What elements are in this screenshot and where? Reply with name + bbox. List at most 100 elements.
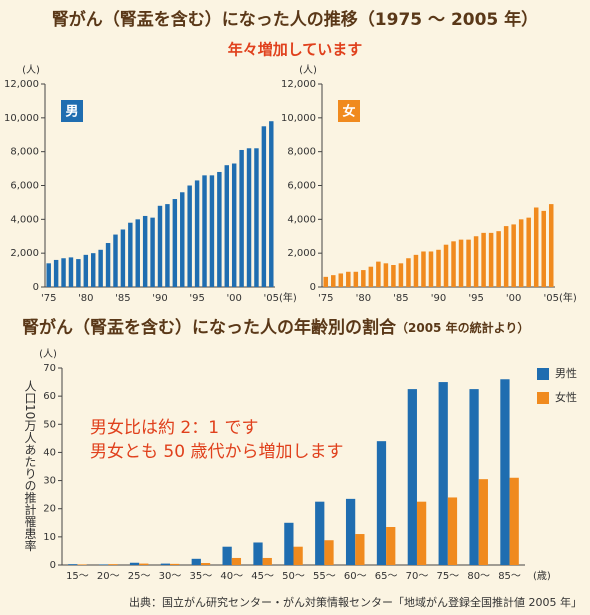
x-tick-label: '00	[506, 293, 521, 304]
x-tick-label: '05	[543, 293, 558, 304]
x-tick-label: 25〜	[128, 571, 151, 582]
bar	[128, 222, 133, 287]
bar	[239, 149, 244, 287]
bar	[217, 171, 222, 287]
y-tick-label: 10,000	[281, 113, 316, 124]
subtitle: 年々増加しています	[228, 41, 363, 59]
bar	[323, 276, 329, 287]
y-tick-label: 8,000	[10, 147, 39, 158]
bar	[533, 207, 539, 287]
series-badge	[338, 100, 360, 122]
x-tick-label: 65〜	[375, 571, 398, 582]
bar	[157, 205, 163, 287]
bar	[200, 563, 211, 565]
bar	[191, 558, 201, 565]
y-tick-label: 4,000	[287, 214, 316, 225]
x-tick-label: '90	[431, 293, 446, 304]
x-tick-label: '80	[356, 293, 371, 304]
y-tick-label: 10	[43, 532, 56, 543]
bar	[541, 210, 546, 287]
bar	[413, 254, 419, 287]
bar	[139, 563, 149, 565]
bar	[293, 546, 303, 565]
x-tick-label: '80	[78, 293, 93, 304]
bar	[99, 564, 109, 565]
bar	[150, 217, 155, 287]
bar	[61, 258, 66, 287]
x-tick-label: '95	[468, 293, 483, 304]
x-tick-label: 60〜	[344, 571, 367, 582]
bar	[331, 275, 336, 287]
bar	[481, 232, 486, 287]
bar	[478, 479, 488, 565]
bar	[105, 243, 111, 287]
bar	[345, 498, 356, 565]
x-tick-label: '00	[226, 293, 241, 304]
bar	[406, 258, 411, 287]
bar	[436, 249, 441, 287]
bar	[160, 563, 171, 565]
bar	[222, 546, 232, 565]
series-badge	[61, 100, 83, 122]
x-tick-label: 55〜	[313, 571, 336, 582]
bar	[353, 271, 359, 287]
bar	[496, 231, 501, 287]
bar	[315, 501, 325, 565]
bar	[376, 441, 387, 565]
bar	[386, 527, 396, 565]
y-unit: (人)	[39, 348, 57, 360]
bar	[355, 534, 365, 565]
y-tick-label: 40	[43, 447, 56, 458]
x-tick-label: '75	[41, 293, 56, 304]
bar	[398, 263, 404, 287]
y-tick-label: 8,000	[287, 147, 316, 158]
x-tick-label: 30〜	[159, 571, 182, 582]
bar	[368, 266, 374, 287]
bar	[76, 259, 81, 287]
bar	[209, 175, 215, 287]
bar	[68, 257, 74, 287]
x-tick-label: 35〜	[190, 571, 213, 582]
y-tick-label: 60	[43, 391, 56, 402]
x-tick-label: 45〜	[251, 571, 274, 582]
bar	[77, 564, 87, 565]
bar	[421, 251, 426, 287]
bar	[135, 219, 140, 287]
bar	[361, 270, 366, 287]
y-tick-label: 0	[50, 560, 56, 571]
bar	[172, 199, 178, 287]
bar	[262, 557, 272, 565]
bar	[91, 253, 96, 287]
bar	[231, 557, 242, 565]
x-unit: (歳)	[533, 570, 551, 582]
bar	[416, 501, 427, 565]
y-tick-label: 12,000	[4, 79, 39, 90]
y-unit: (人)	[299, 64, 317, 76]
bar	[407, 389, 417, 565]
bar	[324, 540, 334, 565]
bar	[224, 165, 229, 287]
y-tick-label: 12,000	[281, 79, 316, 90]
x-tick-label: '90	[152, 293, 167, 304]
x-tick-label: 75〜	[436, 571, 459, 582]
section-title: 腎がん（腎盂を含む）になった人の年齢別の割合（2005 年の統計より）	[22, 317, 529, 338]
bar	[447, 497, 458, 565]
annotation: 男女比は約 2：1 です	[90, 418, 258, 438]
legend-label: 男性	[555, 366, 577, 380]
x-tick-label: 85〜	[498, 571, 521, 582]
bar	[451, 241, 456, 287]
section-subtitle: （2005 年の統計より）	[396, 320, 529, 335]
x-tick-label: '85	[393, 293, 408, 304]
y-tick-label: 2,000	[10, 248, 39, 259]
x-tick-label: 15〜	[66, 571, 89, 582]
bar	[83, 254, 89, 287]
annotation: 男女とも 50 歳代から増加します	[90, 442, 343, 462]
bar	[500, 379, 510, 565]
x-tick-label: 80〜	[467, 571, 490, 582]
bar	[254, 148, 259, 287]
y-tick-label: 4,000	[10, 214, 39, 225]
y-tick-label: 30	[43, 476, 56, 487]
bar	[469, 389, 479, 565]
